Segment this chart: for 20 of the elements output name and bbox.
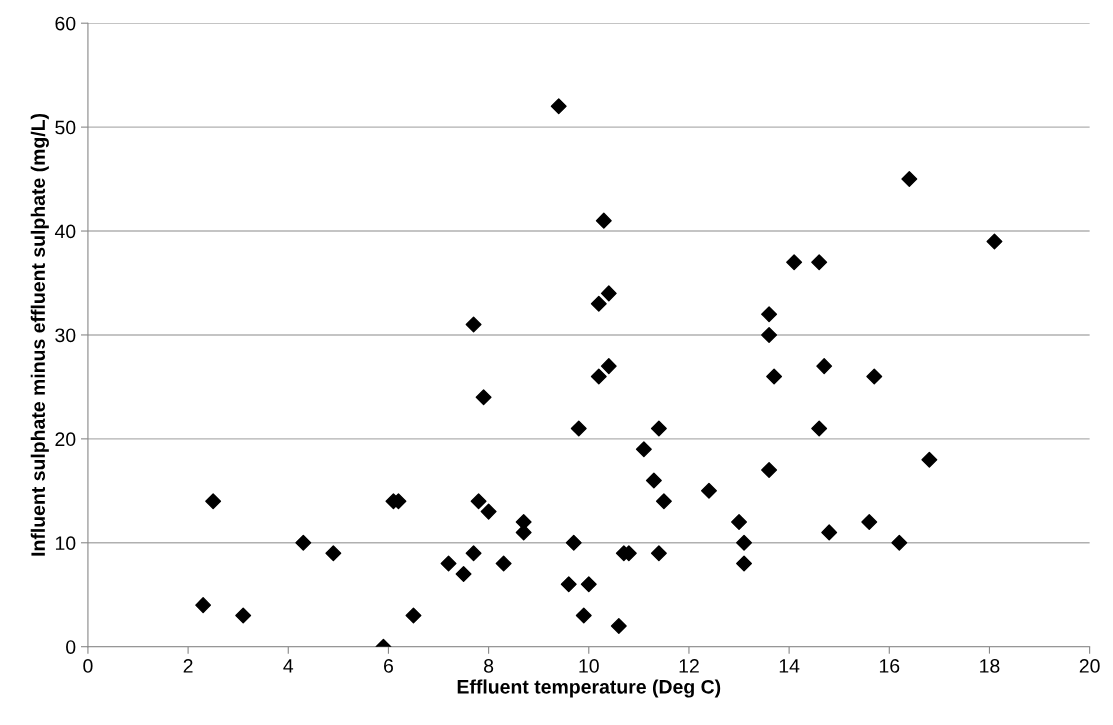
x-tick-label: 18 [980, 659, 1000, 673]
x-axis-title: Effluent temperature (Deg C) [457, 679, 721, 698]
x-tick-label: 12 [679, 659, 699, 673]
x-tick-label: 6 [384, 659, 393, 673]
y-tick-label: 40 [54, 224, 76, 239]
y-tick-label: 0 [66, 640, 76, 654]
y-tick-label: 20 [55, 432, 76, 447]
y-tick-label: 10 [55, 536, 76, 551]
x-tick-label: 2 [183, 659, 193, 673]
x-tick-label: 8 [484, 659, 494, 673]
x-tick-label: 10 [579, 659, 599, 673]
y-axis-title: Influent sulphate minus effluent sulphate (mg/L) [30, 113, 49, 556]
x-tick-label: 4 [283, 659, 294, 673]
x-tick-label: 16 [879, 659, 900, 673]
y-tick-label: 60 [55, 16, 76, 31]
x-tick-label: 0 [83, 659, 93, 673]
x-tick-label: 14 [779, 659, 800, 673]
y-tick-label: 30 [55, 328, 76, 343]
y-tick-label: 50 [55, 120, 76, 135]
x-tick-label: 20 [1079, 659, 1100, 673]
